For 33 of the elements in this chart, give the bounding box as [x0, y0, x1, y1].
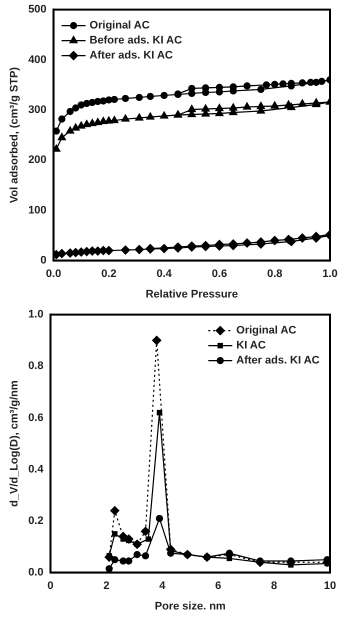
legend-label: KI AC [236, 340, 266, 352]
y-tick-label: 100 [28, 204, 47, 216]
y-tick-label: 400 [28, 54, 47, 66]
x-tick-label: 0.2 [101, 268, 116, 280]
x-tick-label: 0.0 [46, 268, 62, 280]
y-tick-label: 0.4 [28, 463, 44, 476]
y-axis-title: d_V/d_Log(D), cm³/g/nm [8, 380, 21, 507]
x-tick-label: 10 [324, 580, 336, 592]
x-tick-label: 2 [103, 580, 110, 592]
x-tick-label: 6 [215, 580, 222, 592]
y-tick-label: 1.0 [28, 308, 44, 321]
x-tick-label: 4 [159, 580, 166, 592]
x-tick-label: 0.6 [212, 268, 228, 280]
y-axis-title: Vol adsorbed, (cm³/g STP) [8, 66, 21, 204]
y-tick-label: 0.0 [28, 566, 44, 579]
x-tick-label: 1.0 [322, 268, 338, 280]
x-axis-title: Relative Pressure [146, 288, 238, 300]
y-tick-label: 0.2 [28, 515, 44, 528]
y-tick-label: 0.8 [28, 360, 44, 372]
legend-label: Original AC [90, 20, 150, 32]
y-tick-label: 0.6 [28, 412, 44, 424]
legend-label: After ads. KI AC [90, 50, 173, 62]
y-tick-label: 500 [28, 4, 47, 16]
y-tick-label: 300 [28, 104, 47, 116]
x-tick-label: 0.8 [267, 268, 282, 280]
y-tick-label: 0 [40, 254, 47, 267]
x-tick-label: 0.4 [156, 268, 173, 280]
legend-label: After ads. KI AC [236, 354, 320, 367]
x-tick-label: 8 [271, 580, 278, 592]
y-tick-label: 200 [28, 154, 47, 166]
x-axis-title: Pore size. nm [154, 600, 226, 612]
legend-label: Original AC [236, 324, 296, 337]
legend-label: Before ads. KI AC [90, 34, 182, 47]
